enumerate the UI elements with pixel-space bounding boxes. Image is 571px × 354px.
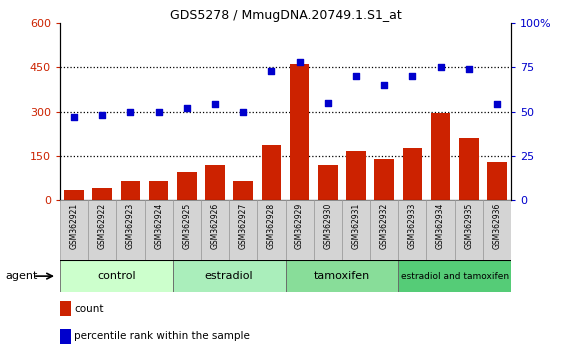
Bar <box>431 113 451 200</box>
Bar <box>60 200 88 260</box>
Bar <box>88 200 116 260</box>
Bar <box>370 200 399 260</box>
Bar <box>258 200 286 260</box>
Bar <box>116 200 144 260</box>
Text: GSM362935: GSM362935 <box>464 203 473 250</box>
Bar <box>289 64 309 200</box>
Bar <box>173 260 286 292</box>
Text: GSM362926: GSM362926 <box>211 203 219 249</box>
Bar <box>399 200 427 260</box>
Text: GSM362927: GSM362927 <box>239 203 248 249</box>
Bar <box>64 190 84 200</box>
Text: GSM362924: GSM362924 <box>154 203 163 249</box>
Bar <box>205 165 225 200</box>
Text: percentile rank within the sample: percentile rank within the sample <box>74 331 250 341</box>
Bar <box>342 200 370 260</box>
Bar <box>399 260 511 292</box>
Bar <box>427 200 455 260</box>
Point <box>70 114 79 120</box>
Bar <box>313 200 342 260</box>
Bar <box>229 200 258 260</box>
Point <box>492 102 501 107</box>
Bar <box>483 200 511 260</box>
Bar <box>455 200 483 260</box>
Text: tamoxifen: tamoxifen <box>313 271 370 281</box>
Bar <box>286 200 313 260</box>
Point <box>380 82 389 88</box>
Bar <box>262 145 282 200</box>
Text: GSM362930: GSM362930 <box>323 203 332 250</box>
Point <box>154 109 163 114</box>
Bar <box>234 181 253 200</box>
Bar <box>60 260 173 292</box>
Point <box>182 105 191 111</box>
Bar <box>149 181 168 200</box>
Point <box>464 66 473 72</box>
Text: estradiol and tamoxifen: estradiol and tamoxifen <box>401 272 509 281</box>
Point <box>436 64 445 70</box>
Bar <box>375 159 394 200</box>
Point <box>351 73 360 79</box>
Text: estradiol: estradiol <box>205 271 254 281</box>
Point <box>239 109 248 114</box>
Bar <box>487 162 507 200</box>
Text: GSM362925: GSM362925 <box>182 203 191 249</box>
Text: GDS5278 / MmugDNA.20749.1.S1_at: GDS5278 / MmugDNA.20749.1.S1_at <box>170 9 401 22</box>
Bar <box>403 148 422 200</box>
Bar <box>93 188 112 200</box>
Bar <box>120 181 140 200</box>
Text: GSM362934: GSM362934 <box>436 203 445 250</box>
Bar <box>60 301 71 316</box>
Text: GSM362929: GSM362929 <box>295 203 304 249</box>
Text: GSM362931: GSM362931 <box>352 203 360 249</box>
Bar <box>286 260 399 292</box>
Point <box>323 100 332 105</box>
Bar <box>60 329 71 344</box>
Text: GSM362923: GSM362923 <box>126 203 135 249</box>
Bar <box>318 165 337 200</box>
Text: GSM362922: GSM362922 <box>98 203 107 249</box>
Text: GSM362933: GSM362933 <box>408 203 417 250</box>
Bar <box>346 152 366 200</box>
Text: count: count <box>74 304 104 314</box>
Point <box>126 109 135 114</box>
Bar <box>177 172 196 200</box>
Point <box>98 112 107 118</box>
Bar <box>144 200 173 260</box>
Text: GSM362921: GSM362921 <box>70 203 79 249</box>
Text: GSM362936: GSM362936 <box>492 203 501 250</box>
Point <box>267 68 276 74</box>
Bar <box>201 200 229 260</box>
Bar <box>173 200 201 260</box>
Text: control: control <box>97 271 136 281</box>
Text: GSM362928: GSM362928 <box>267 203 276 249</box>
Point <box>408 73 417 79</box>
Point <box>211 102 220 107</box>
Bar <box>459 138 478 200</box>
Text: GSM362932: GSM362932 <box>380 203 389 249</box>
Point <box>295 59 304 65</box>
Text: agent: agent <box>6 271 38 281</box>
